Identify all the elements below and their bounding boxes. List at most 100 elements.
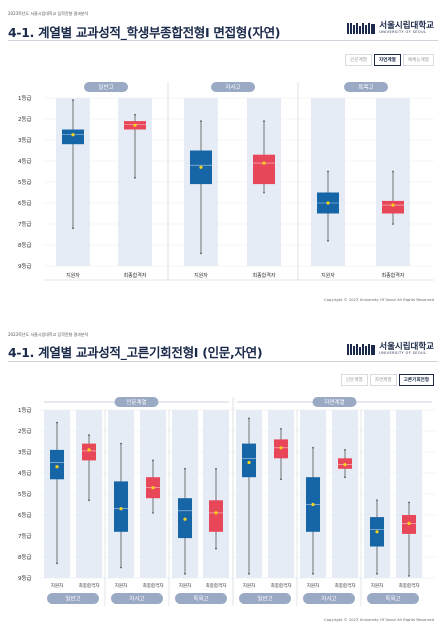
tab-natural[interactable]: 자연계열	[373, 54, 401, 66]
logo-text-ko: 서울시립대학교	[379, 20, 434, 31]
logo-mark-icon	[347, 343, 376, 355]
whisker-max-point	[120, 566, 122, 569]
whisker-min-point	[215, 467, 217, 470]
category-tabs: 인문계열 자연계열 예체능계열	[345, 54, 434, 66]
y-tick-label: 2등급	[18, 116, 32, 123]
mean-marker	[391, 203, 395, 207]
x-category-label: 최종합격자	[143, 582, 165, 589]
x-category-label: 지원자	[179, 582, 192, 589]
whisker-min-point	[312, 446, 314, 449]
tab-equal-opportunity[interactable]: 고른기회전형	[398, 374, 434, 386]
whisker-max-point	[134, 176, 136, 179]
group-footer-label: 자사고	[321, 595, 336, 603]
mean-marker	[343, 463, 347, 467]
y-tick-label: 6등급	[18, 200, 32, 207]
whisker-min-point	[200, 120, 202, 122]
group-footer-pill	[175, 593, 227, 604]
whisker-max-point	[344, 476, 346, 479]
logo-text-en: UNIVERSITY OF SEOUL	[379, 30, 427, 34]
x-category-label: 최종합격자	[252, 272, 275, 279]
divider	[8, 40, 438, 41]
whisker-min-point	[280, 428, 282, 430]
whisker-max-point	[280, 478, 282, 481]
whisker-min-point	[56, 421, 58, 424]
x-category-label: 지원자	[51, 582, 64, 589]
whisker-min-point	[120, 442, 122, 445]
x-category-label: 지원자	[307, 582, 320, 589]
mean-marker	[119, 507, 123, 511]
mean-marker	[71, 133, 75, 137]
whisker-min-point	[152, 459, 154, 462]
y-tick-label: 2등급	[18, 428, 32, 435]
box-background-panel	[332, 410, 358, 578]
x-category-label: 지원자	[115, 582, 128, 589]
whisker-min-point	[88, 434, 90, 437]
x-category-label: 최종합격자	[206, 582, 228, 589]
whisker-min-point	[376, 499, 378, 502]
category-header-pill	[312, 397, 357, 407]
group-footer-pill	[239, 593, 291, 604]
box-applicant	[242, 443, 256, 478]
mean-marker	[407, 521, 411, 525]
group-header-pill	[344, 82, 388, 92]
university-logo: 서울시립대학교 UNIVERSITY OF SEOUL	[347, 21, 434, 35]
page-caption: 2023학년도 서울시립대학교 입학전형 결과분석	[8, 11, 89, 16]
y-tick-label: 4등급	[18, 470, 32, 477]
x-category-label: 최종합격자	[399, 582, 421, 589]
group-footer-label: 일반고	[65, 595, 80, 603]
whisker-min-point	[134, 113, 136, 116]
page-caption: 2023학년도 서울시립대학교 입학전형 결과분석	[8, 332, 89, 337]
copyright: Copyright © 2023 University Of Seoul All…	[323, 297, 434, 302]
y-tick-label: 8등급	[18, 554, 32, 561]
group-footer-label: 특목고	[385, 596, 400, 603]
y-tick-label: 1등급	[18, 95, 32, 102]
y-tick-label: 1등급	[18, 407, 32, 414]
whisker-max-point	[184, 572, 186, 575]
group-footer-pill	[47, 593, 99, 604]
tab-humanities[interactable]: 인문계열	[345, 54, 372, 66]
whisker-max-point	[56, 562, 58, 565]
whisker-max-point	[215, 547, 217, 550]
whisker-max-point	[152, 512, 154, 514]
whisker-max-point	[392, 223, 394, 225]
page-title: 4-1. 계열별 교과성적_학생부종합전형Ⅰ 면접형(자연)	[8, 25, 281, 40]
tab-natural[interactable]: 자연계열	[369, 374, 397, 386]
y-tick-label: 5등급	[18, 179, 32, 186]
page-title: 4-1. 계열별 교과성적_고른기회전형Ⅰ (인문,자연)	[8, 345, 263, 360]
whisker-min-point	[392, 170, 394, 173]
whisker-max-point	[200, 252, 202, 255]
box-final	[382, 200, 404, 214]
x-category-label: 지원자	[66, 272, 80, 279]
logo-mark-icon	[347, 22, 376, 34]
copyright: Copyright © 2023 University Of Seoul All…	[323, 617, 434, 622]
category-header-pill	[114, 397, 159, 407]
y-tick-label: 8등급	[18, 242, 32, 249]
mean-marker	[247, 460, 251, 465]
y-tick-label: 9등급	[18, 263, 32, 270]
whisker-max-point	[248, 572, 250, 575]
group-header-label: 자사고	[225, 83, 240, 91]
tab-humanities[interactable]: 인문계열	[340, 374, 368, 386]
box-final	[253, 154, 275, 185]
group-header-label: 특목고	[358, 84, 373, 91]
y-tick-label: 7등급	[18, 533, 32, 540]
group-footer-label: 일반고	[257, 595, 272, 603]
group-header-pill	[211, 82, 255, 92]
whisker-max-point	[312, 572, 314, 575]
whisker-min-point	[72, 99, 74, 101]
x-category-label: 지원자	[243, 582, 256, 589]
x-category-label: 지원자	[194, 272, 208, 279]
mean-marker	[311, 502, 315, 507]
box-applicant	[114, 481, 128, 532]
whisker-min-point	[263, 120, 265, 122]
university-logo: 서울시립대학교 UNIVERSITY OF SEOUL	[347, 342, 434, 356]
x-category-label: 지원자	[321, 272, 335, 279]
whisker-max-point	[263, 191, 265, 194]
whisker-max-point	[408, 575, 410, 577]
y-tick-label: 5등급	[18, 491, 32, 498]
y-tick-label: 3등급	[18, 137, 32, 144]
whisker-min-point	[408, 501, 410, 504]
group-footer-pill	[303, 593, 355, 604]
tab-arts[interactable]: 예체능계열	[402, 54, 434, 66]
